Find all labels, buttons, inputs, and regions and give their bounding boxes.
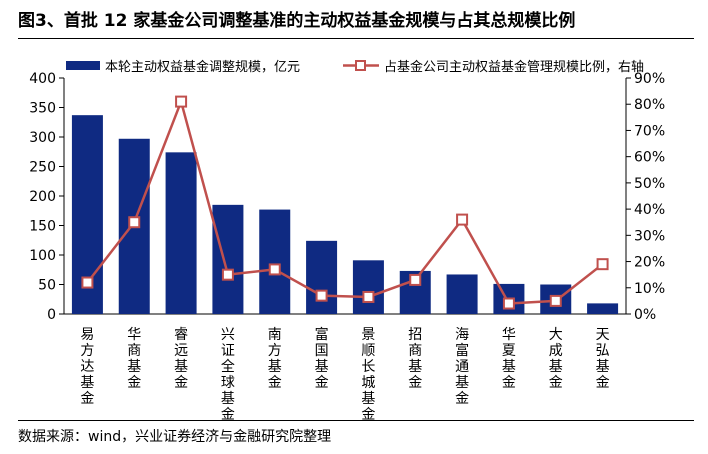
y-right-tick-label: 30% bbox=[634, 228, 665, 244]
y-left-tick-label: 100 bbox=[29, 248, 56, 264]
legend-swatch-marker bbox=[355, 60, 366, 71]
legend-label-bar: 本轮主动权益基金调整规模，亿元 bbox=[105, 59, 300, 75]
bar bbox=[259, 209, 291, 314]
x-tick-label: 易方达基金 bbox=[80, 327, 94, 407]
x-tick-label: 富国基金 bbox=[315, 326, 329, 391]
source-note: 数据来源：wind，兴业证券经济与金融研究院整理 bbox=[18, 429, 332, 445]
line-point bbox=[502, 297, 515, 310]
figure-title: 图3、首批 12 家基金公司调整基准的主动权益基金规模与占其总规模比例 bbox=[18, 11, 576, 31]
y-left-tick-label: 0 bbox=[47, 307, 56, 323]
bar bbox=[306, 240, 338, 314]
bar-series bbox=[71, 115, 619, 314]
y-left-tick-label: 200 bbox=[29, 189, 56, 205]
chart: 本轮主动权益基金调整规模，亿元 占基金公司主动权益基金管理规模比例，右轴 0 50 10… bbox=[29, 59, 665, 420]
x-tick-label: 南方基金 bbox=[268, 327, 282, 391]
bar bbox=[352, 260, 384, 314]
x-tick-label: 华商基金 bbox=[127, 327, 141, 391]
line-point bbox=[315, 289, 328, 302]
y-right-tick-label: 70% bbox=[634, 123, 665, 139]
line-point bbox=[456, 213, 469, 226]
x-tick-label: 海富通基金 bbox=[455, 327, 469, 407]
y-right-tick-label: 20% bbox=[634, 255, 665, 271]
legend-swatch-bar bbox=[66, 61, 100, 70]
bar bbox=[165, 152, 197, 314]
title-rule bbox=[18, 38, 694, 39]
x-tick-label: 大成基金 bbox=[549, 327, 563, 391]
legend-label-line: 占基金公司主动权益基金管理规模比例，右轴 bbox=[384, 59, 644, 75]
line-series bbox=[81, 95, 609, 310]
y-right-tick-label: 50% bbox=[634, 176, 665, 192]
line-point bbox=[596, 258, 609, 271]
y-axis-left-ticks: 0 50 100 150 200 250 300 350 400 bbox=[29, 71, 64, 323]
y-right-tick-label: 10% bbox=[634, 281, 665, 297]
y-left-tick-label: 400 bbox=[29, 71, 56, 87]
x-axis-labels: 易方达基金 华商基金 睿远基金 兴证全球基金 南方基金 富国基金 景顺长城基金 招商基金 海富通… bbox=[80, 326, 609, 420]
line-point bbox=[81, 276, 94, 289]
x-tick-label: 招商基金 bbox=[408, 327, 422, 391]
y-right-tick-label: 90% bbox=[634, 71, 665, 87]
line-point bbox=[128, 216, 141, 229]
x-tick-label: 睿远基金 bbox=[174, 327, 188, 391]
x-tick-label: 景顺长城基金 bbox=[361, 327, 375, 420]
y-right-tick-label: 40% bbox=[634, 202, 665, 218]
x-tick-label: 兴证全球基金 bbox=[221, 327, 235, 420]
bar bbox=[587, 303, 619, 314]
y-right-tick-label: 80% bbox=[634, 97, 665, 113]
y-right-tick-label: 0% bbox=[634, 307, 656, 323]
line-point bbox=[409, 273, 422, 286]
x-tick-label: 华夏基金 bbox=[502, 327, 516, 391]
bar bbox=[212, 204, 244, 314]
bar bbox=[446, 274, 478, 314]
series-line bbox=[86, 100, 604, 305]
y-axis-right-ticks: 0% 10% 20% 30% 40% 50% 60% 70% 80% 90% bbox=[626, 71, 665, 323]
y-left-tick-label: 150 bbox=[29, 219, 56, 235]
line-point bbox=[362, 290, 375, 303]
y-right-tick-label: 60% bbox=[634, 150, 665, 166]
y-left-tick-label: 300 bbox=[29, 130, 56, 146]
line-point bbox=[175, 95, 188, 108]
y-left-tick-label: 50 bbox=[38, 278, 56, 294]
x-tick-label: 天弘基金 bbox=[596, 327, 610, 391]
y-left-tick-label: 350 bbox=[29, 101, 56, 117]
line-point bbox=[549, 294, 562, 307]
legend: 本轮主动权益基金调整规模，亿元 占基金公司主动权益基金管理规模比例，右轴 bbox=[66, 59, 644, 75]
line-point bbox=[221, 268, 234, 281]
line-point bbox=[268, 263, 281, 276]
y-left-tick-label: 250 bbox=[29, 160, 56, 176]
source-rule bbox=[18, 420, 694, 421]
